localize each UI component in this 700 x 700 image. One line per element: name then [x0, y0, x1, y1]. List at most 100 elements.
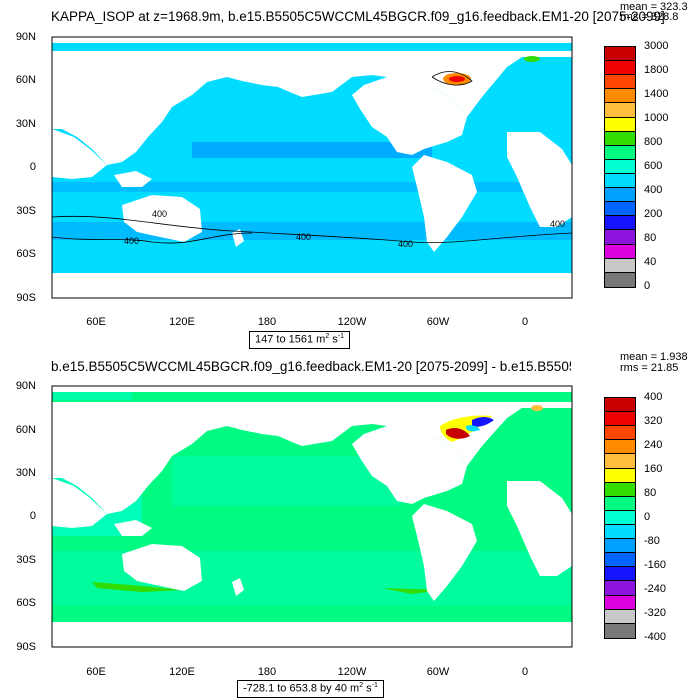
colorbar-label: 160 — [644, 463, 663, 475]
colorbar-box — [605, 412, 635, 427]
top-colorbar — [604, 46, 636, 288]
colorbar-label: 240 — [644, 439, 663, 451]
colorbar-box — [605, 496, 635, 511]
bottom-lon-120e: 120E — [169, 666, 195, 678]
bottom-lat-30s: 30S — [16, 554, 36, 566]
colorbar-label: 400 — [644, 391, 663, 403]
top-lon-60e: 60E — [86, 316, 106, 328]
top-range-text: 147 to 1561 m — [255, 333, 326, 346]
colorbar-box — [605, 244, 635, 259]
top-hotspot — [443, 56, 540, 85]
top-contours — [51, 71, 573, 244]
top-contour-label-2: 400 — [152, 209, 167, 219]
top-lat-60n: 60N — [15, 74, 36, 86]
colorbar-box — [605, 131, 635, 146]
top-lat-60s: 60S — [16, 248, 36, 260]
bottom-lat-90s: 90S — [16, 641, 36, 653]
colorbar-label: 80 — [644, 487, 657, 499]
colorbar-box — [605, 482, 635, 497]
top-title: KAPPA_ISOP at z=1968.9m, b.e15.B5505C5WC… — [51, 9, 665, 24]
colorbar-box — [605, 202, 635, 217]
top-land — [52, 51, 572, 298]
colorbar-label: 600 — [644, 160, 663, 172]
top-lon-60w: 60W — [426, 316, 450, 328]
colorbar-box — [605, 567, 635, 582]
colorbar-label: 0 — [644, 280, 651, 292]
colorbar-box — [605, 454, 635, 469]
bottom-lon-0: 0 — [521, 666, 529, 678]
bottom-range-text: -728.1 to 653.8 by 40 m — [243, 682, 360, 695]
bottom-lat-90n: 90N — [15, 380, 36, 392]
colorbar-box — [605, 468, 635, 483]
colorbar-label: 1000 — [644, 112, 669, 124]
colorbar-box — [605, 173, 635, 189]
colorbar-box — [605, 47, 635, 62]
top-lat-90s: 90S — [16, 292, 36, 304]
top-lat-30n: 30N — [15, 118, 36, 130]
bottom-range-sup: 2 — [359, 682, 364, 689]
colorbar-box — [605, 159, 635, 174]
top-equatorial-band — [192, 142, 432, 158]
colorbar-label: 400 — [644, 184, 663, 196]
colorbar-label: 320 — [644, 415, 663, 427]
colorbar-label: -160 — [644, 559, 667, 571]
colorbar-label: -240 — [644, 583, 667, 595]
colorbar-label: 1800 — [644, 64, 669, 76]
bottom-range-box: -728.1 to 653.8 by 40 m2 s-1 — [237, 680, 384, 698]
bottom-map — [51, 385, 573, 648]
colorbar-box — [605, 61, 635, 76]
bottom-range-unit: s — [363, 682, 372, 695]
top-contour-label-5: 400 — [550, 219, 565, 229]
bottom-lon-60w: 60W — [426, 666, 450, 678]
bottom-hotspot — [440, 405, 543, 442]
bottom-rms: rms = 21.85 — [620, 362, 679, 374]
top-contour-label-4: 400 — [398, 239, 413, 249]
top-rms: rms = 328.8 — [620, 11, 679, 23]
colorbar-box — [605, 75, 635, 90]
top-contour-label-1: 400 — [124, 236, 139, 246]
colorbar-box — [605, 609, 635, 624]
colorbar-label: 40 — [644, 256, 657, 268]
bottom-range-sup2: -1 — [371, 682, 378, 689]
top-lon-120w: 120W — [337, 316, 367, 328]
top-map: 400 400 400 400 400 — [51, 36, 573, 299]
colorbar-box — [605, 258, 635, 273]
bottom-lat-60n: 60N — [15, 424, 36, 436]
colorbar-label: -320 — [644, 607, 667, 619]
colorbar-box — [605, 510, 635, 525]
top-mean: mean = 323.3 — [620, 1, 688, 13]
colorbar-label: -80 — [644, 535, 660, 547]
top-lon-180: 180 — [257, 316, 277, 328]
bottom-lat-30n: 30N — [15, 467, 36, 479]
bottom-colorbar — [604, 397, 636, 639]
colorbar-box — [605, 103, 635, 118]
colorbar-label: -400 — [644, 631, 667, 643]
colorbar-box — [605, 216, 635, 231]
bottom-title: b.e15.B5505C5WCCML45BGCR.f09_g16.feedbac… — [51, 359, 571, 374]
top-lon-120e: 120E — [169, 316, 195, 328]
colorbar-label: 800 — [644, 136, 663, 148]
colorbar-box — [605, 89, 635, 104]
colorbar-label: 0 — [644, 511, 651, 523]
colorbar-box — [605, 398, 635, 413]
bottom-lon-180: 180 — [257, 666, 277, 678]
top-lat-0: 0 — [29, 161, 36, 173]
colorbar-box — [605, 539, 635, 554]
top-range-box: 147 to 1561 m2 s-1 — [249, 331, 351, 349]
colorbar-box — [605, 230, 635, 245]
top-contour-label-3: 400 — [296, 232, 311, 242]
top-range-sup: 2 — [325, 333, 330, 340]
colorbar-label: 80 — [644, 232, 657, 244]
colorbar-box — [605, 145, 635, 160]
top-south-atlantic-band — [52, 182, 572, 192]
colorbar-box — [605, 440, 635, 455]
top-range-unit: s — [329, 333, 338, 346]
colorbar-label: 200 — [644, 208, 663, 220]
colorbar-box — [605, 595, 635, 610]
top-range-sup2: -1 — [337, 333, 345, 340]
top-lat-30s: 30S — [16, 205, 36, 217]
colorbar-box — [605, 553, 635, 568]
colorbar-box — [605, 581, 635, 596]
colorbar-box — [605, 623, 635, 638]
colorbar-box — [605, 117, 635, 132]
